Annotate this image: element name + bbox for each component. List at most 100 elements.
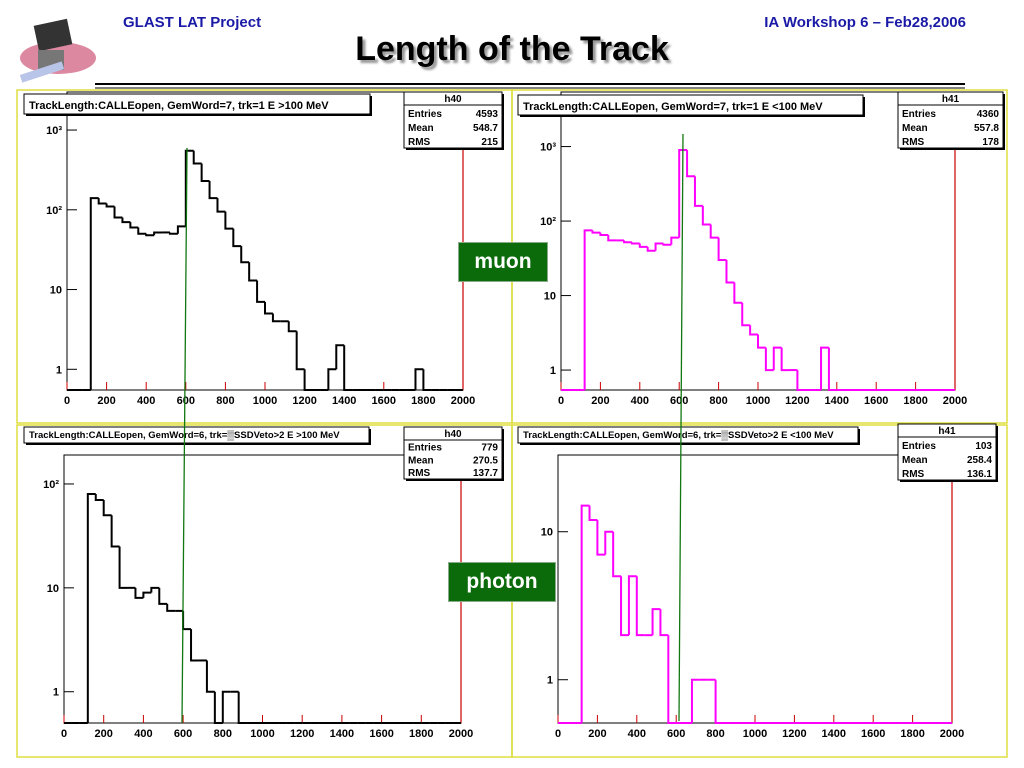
histogram-bin: [287, 321, 297, 333]
x-tick-label: 1000: [743, 728, 767, 740]
x-tick-label: 1400: [332, 395, 356, 407]
histogram-bin: [596, 520, 606, 556]
x-tick-label: 600: [667, 728, 685, 740]
histogram-bin: [654, 242, 664, 251]
stats-value: 258.4: [967, 455, 992, 466]
muon-label: muon: [458, 242, 548, 282]
header-left: GLAST LAT Project: [123, 14, 262, 31]
x-tick-label: 1600: [861, 728, 885, 740]
title-box: [23, 426, 370, 444]
title-box: [517, 426, 859, 444]
stats-value: 4360: [977, 109, 1000, 120]
x-tick-label: 200: [97, 395, 115, 407]
histogram-bin: [256, 280, 265, 303]
x-tick-label: 1000: [746, 395, 770, 407]
histogram-bin: [638, 243, 648, 248]
histogram-bin: [213, 691, 223, 724]
stats-label: Mean: [408, 455, 434, 466]
histogram-bin: [714, 679, 724, 724]
histogram-bin: [121, 217, 131, 224]
stats-value: 137.7: [473, 468, 498, 479]
stats-label: RMS: [408, 468, 431, 479]
x-tick-label: 1000: [250, 728, 274, 740]
histogram-bin: [200, 163, 210, 182]
histogram-bin: [94, 494, 104, 502]
x-tick-label: 1800: [411, 395, 435, 407]
stats-label: RMS: [408, 137, 431, 148]
x-tick-label: 800: [214, 728, 232, 740]
histogram-bin: [232, 228, 242, 248]
histogram-bin: [612, 531, 622, 578]
histogram-bin: [248, 262, 258, 282]
x-tick-label: 1600: [372, 395, 396, 407]
x-tick-label: 1400: [825, 395, 849, 407]
x-tick-label: 800: [709, 395, 727, 407]
y-tick-label: 10³: [540, 142, 556, 154]
x-tick-label: 1800: [900, 728, 924, 740]
chart-title: TrackLength:CALLEopen, GemWord=6, trk=▒S…: [523, 430, 834, 441]
histogram-bin: [414, 368, 424, 390]
x-tick-label: 1400: [822, 728, 846, 740]
stats-value: 270.5: [473, 455, 498, 466]
histogram-bin: [134, 587, 144, 599]
x-tick-label: 0: [558, 395, 564, 407]
histogram-bin: [142, 591, 152, 598]
y-tick-label: 10: [47, 583, 59, 595]
histogram-bin: [604, 530, 614, 555]
x-tick-label: 0: [61, 728, 67, 740]
histogram-bin: [86, 493, 96, 723]
stats-name: h40: [444, 429, 462, 440]
stats-value: 215: [481, 137, 498, 148]
stats-box: [403, 426, 503, 480]
histogram-bin: [678, 148, 688, 238]
histogram-bin: [796, 370, 806, 391]
y-tick-label: 10²: [43, 479, 59, 491]
histogram-bin: [607, 235, 617, 242]
x-tick-label: 1200: [785, 395, 809, 407]
histogram-bin: [635, 576, 645, 637]
x-tick-label: 400: [631, 395, 649, 407]
stats-label: Mean: [408, 123, 434, 134]
histogram-bin: [757, 334, 766, 349]
y-tick-label: 1: [56, 364, 62, 376]
histogram-bin: [150, 586, 160, 593]
x-tick-label: 1200: [290, 728, 314, 740]
y-tick-label: 1: [547, 675, 553, 687]
x-tick-label: 2000: [940, 728, 964, 740]
histogram-bin: [190, 629, 199, 662]
histogram-bin: [733, 282, 743, 304]
histogram-bin: [264, 301, 273, 315]
histogram-bin: [216, 198, 226, 213]
histogram-bin: [168, 232, 178, 235]
x-tick-label: 1600: [864, 395, 888, 407]
x-tick-label: 600: [670, 395, 688, 407]
y-tick-label: 10: [541, 527, 553, 539]
x-tick-label: 600: [174, 728, 192, 740]
histogram-bin: [237, 691, 247, 724]
histogram-bin: [646, 246, 656, 252]
x-tick-label: 1200: [292, 395, 316, 407]
histogram-bin: [240, 246, 250, 264]
x-tick-label: 0: [555, 728, 561, 740]
stats-value: 557.8: [974, 123, 999, 134]
histogram-bin: [221, 690, 231, 723]
histogram-bin: [772, 346, 782, 371]
histogram-bin: [667, 635, 677, 724]
histogram-bin: [623, 240, 632, 244]
histogram-bin: [620, 576, 629, 637]
histogram-bin: [701, 205, 711, 226]
histogram-bin: [827, 347, 837, 391]
x-tick-label: 1200: [782, 728, 806, 740]
stats-box: [403, 91, 503, 149]
histogram-bin: [764, 347, 774, 372]
x-tick-label: 800: [216, 395, 234, 407]
histogram-bin: [741, 302, 751, 327]
histogram-bin: [97, 198, 107, 205]
title-box: [517, 94, 864, 116]
stats-box: [897, 91, 1004, 149]
stats-label: RMS: [902, 469, 925, 480]
y-tick-label: 1: [53, 687, 59, 699]
histogram-bin: [749, 325, 758, 336]
stats-label: RMS: [902, 137, 925, 148]
